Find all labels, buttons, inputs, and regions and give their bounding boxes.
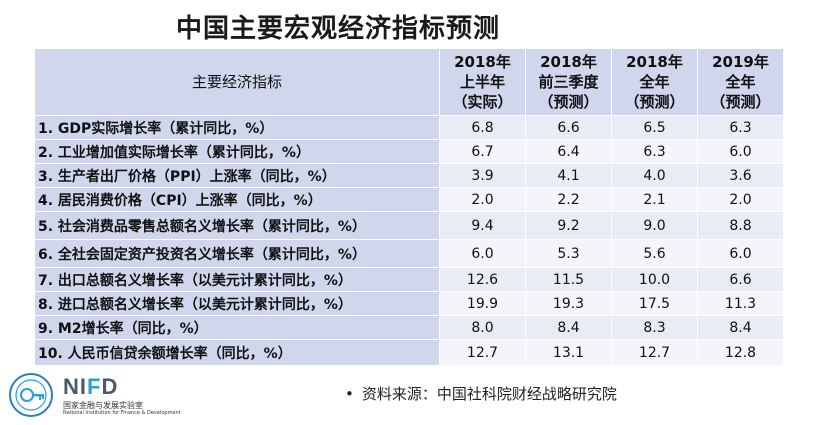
- indicator-label: 5. 社会消费品零售总额名义增长率（累计同比，%）: [34, 211, 440, 240]
- value-cell: 8.3: [611, 315, 698, 340]
- value-cell: 4.0: [611, 163, 698, 188]
- indicator-label: 8. 进口总额名义增长率（以美元计累计同比，%）: [34, 291, 440, 316]
- bullet-icon: •: [345, 385, 354, 403]
- value-cell: 8.4: [697, 315, 784, 340]
- value-cell: 12.7: [611, 339, 698, 366]
- seal-emblem-icon: [9, 373, 53, 417]
- indicator-label: 6. 全社会固定资产投资名义增长率（累计同比，%）: [34, 239, 440, 268]
- value-cell: 19.9: [439, 291, 526, 316]
- value-cell: 2.1: [611, 187, 698, 212]
- value-cell: 5.3: [525, 239, 612, 268]
- column-header-year: 2018年: [626, 53, 683, 71]
- brand-text: NI: [63, 374, 87, 399]
- indicator-label: 2. 工业增加值实际增长率（累计同比，%）: [34, 139, 440, 164]
- indicator-header: 主要经济指标: [34, 48, 440, 116]
- table-row: 5. 社会消费品零售总额名义增长率（累计同比，%） 9.4 9.2 9.0 8.…: [34, 211, 784, 240]
- nifd-logo: NIFD 国家金融与发展实验室 National Institution for…: [8, 370, 183, 422]
- value-cell: 6.0: [439, 239, 526, 268]
- value-cell: 6.7: [439, 139, 526, 164]
- value-cell: 6.8: [439, 115, 526, 140]
- column-header: 2018年 全年 （预测）: [611, 48, 698, 116]
- value-cell: 2.0: [697, 187, 784, 212]
- table-row: 7. 出口总额名义增长率（以美元计累计同比，%） 12.6 11.5 10.0 …: [34, 267, 784, 292]
- value-cell: 19.3: [525, 291, 612, 316]
- source-note: • 资料来源：中国社科院财经战略研究院: [345, 383, 617, 404]
- value-cell: 6.3: [611, 139, 698, 164]
- value-cell: 6.0: [697, 239, 784, 268]
- table-row: 8. 进口总额名义增长率（以美元计累计同比，%） 19.9 19.3 17.5 …: [34, 291, 784, 316]
- column-header-type: （预测）: [710, 93, 771, 111]
- brand-accent-text: F: [87, 374, 102, 399]
- brand-text: D: [101, 374, 119, 399]
- column-header: 2019年 全年 （预测）: [697, 48, 784, 116]
- value-cell: 6.4: [525, 139, 612, 164]
- indicator-label: 7. 出口总额名义增长率（以美元计累计同比，%）: [34, 267, 440, 292]
- column-header: 2018年 上半年 （实际）: [439, 48, 526, 116]
- column-header-period: 上半年: [459, 73, 505, 91]
- brand-wordmark: NIFD: [63, 374, 118, 400]
- column-header-type: （预测）: [538, 93, 599, 111]
- value-cell: 17.5: [611, 291, 698, 316]
- value-cell: 9.4: [439, 211, 526, 240]
- page-title: 中国主要宏观经济指标预测: [176, 14, 501, 44]
- value-cell: 6.6: [697, 267, 784, 292]
- value-cell: 6.6: [525, 115, 612, 140]
- brand-english-name: National Institution for Finance & Devel…: [63, 410, 181, 416]
- value-cell: 6.3: [697, 115, 784, 140]
- indicator-label: 3. 生产者出厂价格（PPI）上涨率（同比，%）: [34, 163, 440, 188]
- table-row: 1. GDP实际增长率（累计同比，%） 6.8 6.6 6.5 6.3: [34, 115, 784, 140]
- value-cell: 2.2: [525, 187, 612, 212]
- column-header-year: 2018年: [454, 53, 511, 71]
- table-header-row: 主要经济指标 2018年 上半年 （实际） 2018年 前三季度 （预测） 20…: [34, 48, 784, 116]
- indicator-label: 10. 人民币信贷余额增长率（同比，%）: [34, 339, 440, 366]
- value-cell: 9.0: [611, 211, 698, 240]
- value-cell: 8.0: [439, 315, 526, 340]
- column-header-type: （预测）: [624, 93, 685, 111]
- value-cell: 2.0: [439, 187, 526, 212]
- value-cell: 11.5: [525, 267, 612, 292]
- value-cell: 4.1: [525, 163, 612, 188]
- indicator-label: 9. M2增长率（同比，%）: [34, 315, 440, 340]
- table-row: 3. 生产者出厂价格（PPI）上涨率（同比，%） 3.9 4.1 4.0 3.6: [34, 163, 784, 188]
- brand-chinese-name: 国家金融与发展实验室: [63, 401, 143, 410]
- indicator-label: 4. 居民消费价格（CPI）上涨率（同比，%）: [34, 187, 440, 212]
- value-cell: 12.6: [439, 267, 526, 292]
- indicator-label: 1. GDP实际增长率（累计同比，%）: [34, 115, 440, 140]
- table-row: 6. 全社会固定资产投资名义增长率（累计同比，%） 6.0 5.3 5.6 6.…: [34, 239, 784, 268]
- value-cell: 12.7: [439, 339, 526, 366]
- table-row: 4. 居民消费价格（CPI）上涨率（同比，%） 2.0 2.2 2.1 2.0: [34, 187, 784, 212]
- table-row: 9. M2增长率（同比，%） 8.0 8.4 8.3 8.4: [34, 315, 784, 340]
- value-cell: 6.0: [697, 139, 784, 164]
- column-header-period: 前三季度: [538, 73, 599, 91]
- value-cell: 6.5: [611, 115, 698, 140]
- column-header-year: 2018年: [540, 53, 597, 71]
- value-cell: 8.4: [525, 315, 612, 340]
- value-cell: 13.1: [525, 339, 612, 366]
- macro-forecast-table: 主要经济指标 2018年 上半年 （实际） 2018年 前三季度 （预测） 20…: [34, 48, 784, 366]
- value-cell: 5.6: [611, 239, 698, 268]
- column-header-period: 全年: [725, 73, 756, 91]
- column-header-period: 全年: [639, 73, 670, 91]
- table-row: 10. 人民币信贷余额增长率（同比，%） 12.7 13.1 12.7 12.8: [34, 339, 784, 366]
- column-header-year: 2019年: [712, 53, 769, 71]
- value-cell: 12.8: [697, 339, 784, 366]
- value-cell: 10.0: [611, 267, 698, 292]
- source-text: 资料来源：中国社科院财经战略研究院: [361, 385, 617, 403]
- value-cell: 9.2: [525, 211, 612, 240]
- value-cell: 3.9: [439, 163, 526, 188]
- column-header: 2018年 前三季度 （预测）: [525, 48, 612, 116]
- value-cell: 11.3: [697, 291, 784, 316]
- column-header-type: （实际）: [452, 93, 513, 111]
- value-cell: 8.8: [697, 211, 784, 240]
- value-cell: 3.6: [697, 163, 784, 188]
- table-row: 2. 工业增加值实际增长率（累计同比，%） 6.7 6.4 6.3 6.0: [34, 139, 784, 164]
